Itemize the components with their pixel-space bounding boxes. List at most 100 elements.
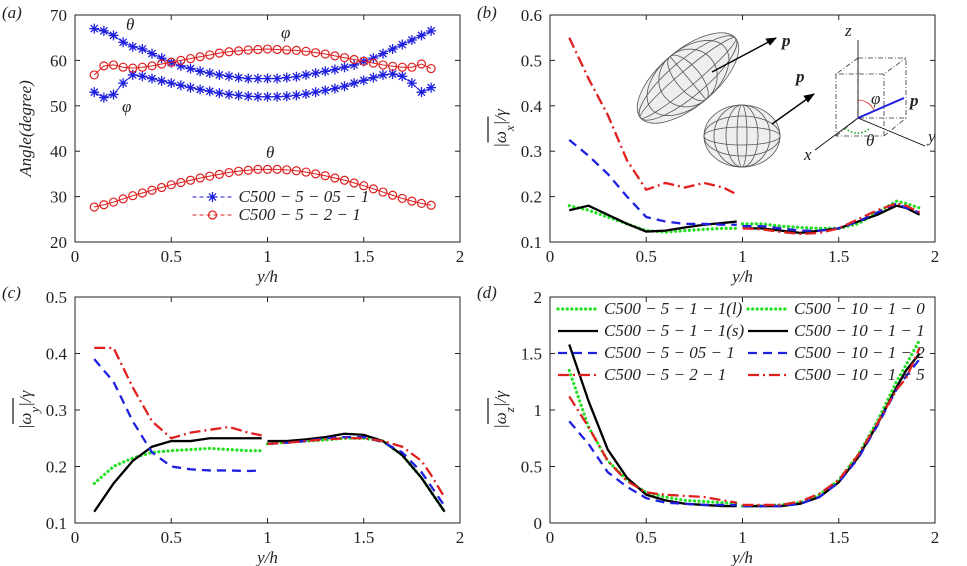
marker [416,59,427,69]
marker [224,89,234,100]
marker [147,48,157,59]
y-tick-label: 0.5 [46,288,67,307]
marker [108,60,119,70]
inset-label: θ [866,131,874,150]
marker [166,180,176,190]
y-tick-label: 20 [50,233,67,252]
marker [272,164,282,174]
x-tick-label: 2 [456,247,465,266]
y-tick-label: 0.1 [521,233,542,252]
marker [397,62,407,72]
y-tick-label: 40 [50,142,67,161]
marker [207,192,218,202]
marker [147,185,157,195]
x-tick-label: 2 [931,528,940,547]
marker [176,55,186,66]
legend-label: C500 − 10 − 1 − 1 [794,321,925,340]
marker [281,91,292,102]
plot-frame [549,14,936,243]
marker [98,92,109,103]
x-tick-label: 0 [546,528,555,547]
marker [416,198,427,209]
marker [99,200,109,210]
marker [426,82,437,93]
marker [397,71,408,82]
panel: (d) 0 0.5 1 1.5 2 0 0.5 1 1.5 2 y/h |ωz|/γ C500 − 5 −… [477,283,939,566]
y-tick-label: 0.6 [521,6,542,25]
annotation: θ [266,143,274,162]
y-tick-label: 70 [50,6,67,25]
y-axis-label-part: y [27,407,42,415]
marker [349,178,359,188]
y-tick-label: 0 [534,514,543,533]
marker [310,68,321,79]
marker [166,78,177,89]
marker [185,82,196,93]
y-axis-label: |ωx|/γ [491,108,517,148]
marker [397,193,407,204]
series-line [568,395,737,504]
y-tick-label: 0.2 [46,458,67,477]
marker [320,49,330,59]
marker [368,58,378,68]
marker [368,184,378,194]
marker [128,63,138,73]
marker [137,44,148,55]
marker [378,187,388,197]
y-tick-label: 1.5 [521,345,542,364]
marker [310,87,321,98]
marker [205,50,215,60]
marker [195,173,205,183]
marker [127,41,138,52]
marker [118,78,129,89]
legend-label: C500 − 10 − 1 − 0 [794,299,925,318]
marker [339,175,350,185]
marker [301,46,311,56]
marker [253,164,263,174]
series-line [742,202,921,235]
inset-label: x [803,145,812,164]
marker [378,69,388,80]
marker [98,25,109,36]
x-axis-label: y/h [730,548,753,566]
series-line [94,346,262,440]
y-tick-label: 0.1 [46,514,67,533]
x-tick-label: 2 [931,247,940,266]
x-tick-label: 2 [456,528,465,547]
y-axis-label-part: |ω [491,131,510,148]
series-line [742,202,920,232]
marker [311,48,321,58]
y-tick-label: 0.3 [521,142,542,161]
inset-label: p [794,67,805,86]
plot-frame [549,296,936,524]
marker [243,165,253,175]
x-tick-label: 0 [71,528,80,547]
marker [234,166,244,176]
marker [397,39,408,50]
marker [243,45,253,55]
marker [426,63,436,74]
marker [407,62,417,72]
marker [185,53,196,64]
y-tick-label: 0.5 [521,458,542,477]
marker [291,71,302,82]
marker [407,196,417,206]
y-axis-label-part: z [502,407,517,413]
marker [378,48,388,59]
annotation: φ [281,23,290,42]
series-line [92,446,264,486]
y-tick-label: 1 [534,401,543,420]
marker [349,59,360,70]
series-line [742,347,921,507]
x-tick-label: 1 [738,247,747,266]
y-axis-label-part: |ω [491,412,510,429]
marker [358,75,369,86]
marker [224,167,234,178]
x-tick-label: 0.5 [636,247,657,266]
marker [166,57,176,67]
marker [291,90,302,101]
marker [195,66,206,77]
series-line [568,37,738,196]
series-line [567,368,739,506]
